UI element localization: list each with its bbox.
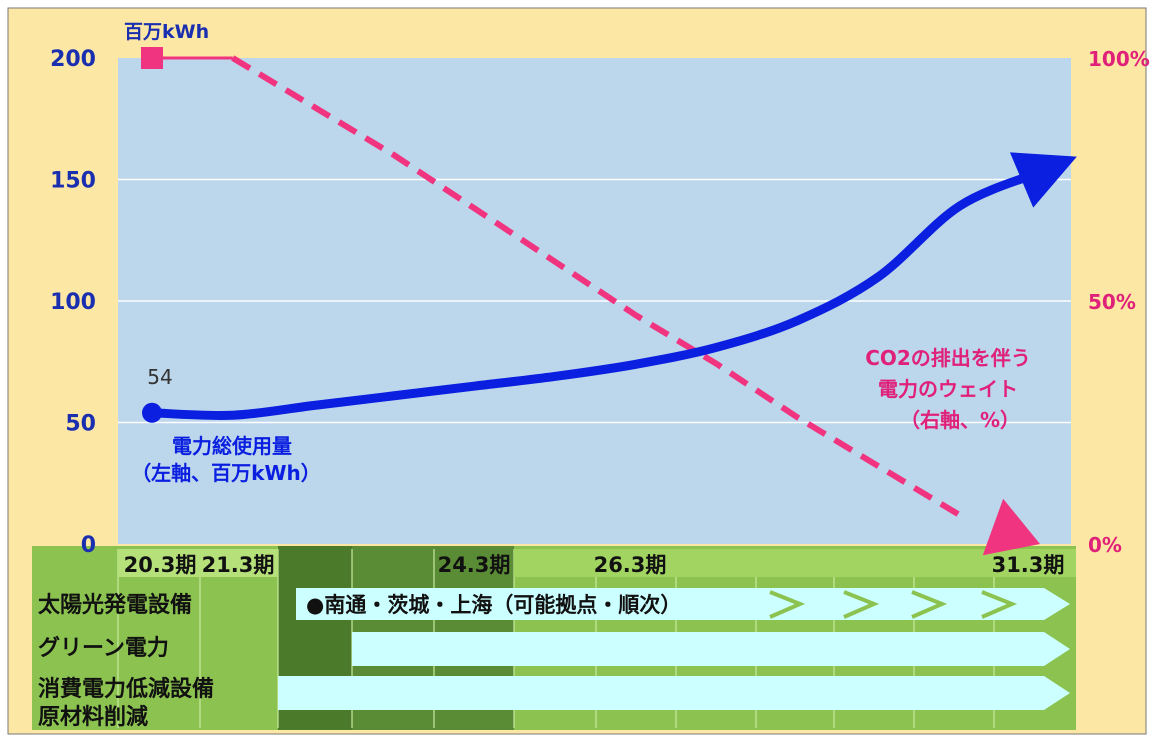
solar-arrow [296, 588, 1070, 620]
right-tick-label: 50% [1088, 290, 1136, 314]
left-tick-label: 200 [50, 47, 96, 72]
period-label-26-3: 26.3期 [594, 553, 667, 577]
left-tick-label: 100 [50, 290, 96, 315]
co2-line-dashed [231, 55, 961, 518]
solar-chevron-4 [981, 590, 1018, 619]
left-tick-label: 150 [50, 169, 96, 194]
power-line [147, 167, 1045, 420]
solar-chevron-2 [843, 590, 880, 619]
series-layer [141, 47, 1077, 556]
row-label-material-reduction: 原材料削減 [38, 705, 148, 730]
row-label-green-power: グリーン電力 [38, 635, 169, 661]
co2-series-label-line-2: 電力のウェイト [878, 377, 1018, 401]
co2-arrowhead [982, 498, 1040, 556]
row-label-energy-saving: 消費電力低減設備 [38, 676, 214, 702]
power-series-label-line-1: 電力総使用量 [172, 434, 292, 458]
solar-chevron-3 [911, 590, 948, 619]
co2-start-marker [141, 47, 163, 69]
power-series-label-line-2: （左軸、百万kWh） [131, 461, 321, 485]
right-tick-label: 0% [1088, 533, 1122, 557]
left-tick-label: 0 [81, 533, 96, 558]
period-header-strip-2 [514, 549, 1076, 577]
right-axis-ticks: 0% 50% 100% [1088, 47, 1150, 557]
green-power-arrow [352, 632, 1070, 666]
energy-saving-arrow [278, 676, 1070, 710]
co2-series-label-line-3: （右軸、%） [900, 408, 1020, 432]
solar-chevron-1 [769, 590, 806, 619]
period-label-24-3: 24.3期 [438, 553, 511, 577]
timeline-band: 20.3期 21.3期 24.3期 26.3期 31.3期 太陽光発電設備 グリ… [32, 546, 1076, 730]
left-tick-label: 50 [65, 412, 96, 437]
solar-arrow-text: ●南通・茨城・上海（可能拠点・順次） [306, 593, 681, 617]
period-label-31-3: 31.3期 [992, 553, 1065, 577]
period-header-strip [118, 549, 278, 577]
gridlines [118, 178, 1071, 424]
left-axis-unit: 百万kWh [124, 21, 209, 43]
left-axis-ticks: 0 50 100 150 200 [50, 47, 96, 558]
right-tick-label: 100% [1088, 47, 1150, 71]
co2-series-label-line-1: CO2の排出を伴う [865, 346, 1031, 370]
period-label-21-3: 21.3期 [202, 553, 275, 577]
power-arrowhead [1009, 152, 1077, 208]
power-start-label: 54 [147, 365, 172, 389]
power-start-marker [142, 402, 162, 423]
row-label-solar: 太陽光発電設備 [38, 592, 192, 618]
period-label-20-3: 20.3期 [124, 553, 197, 577]
